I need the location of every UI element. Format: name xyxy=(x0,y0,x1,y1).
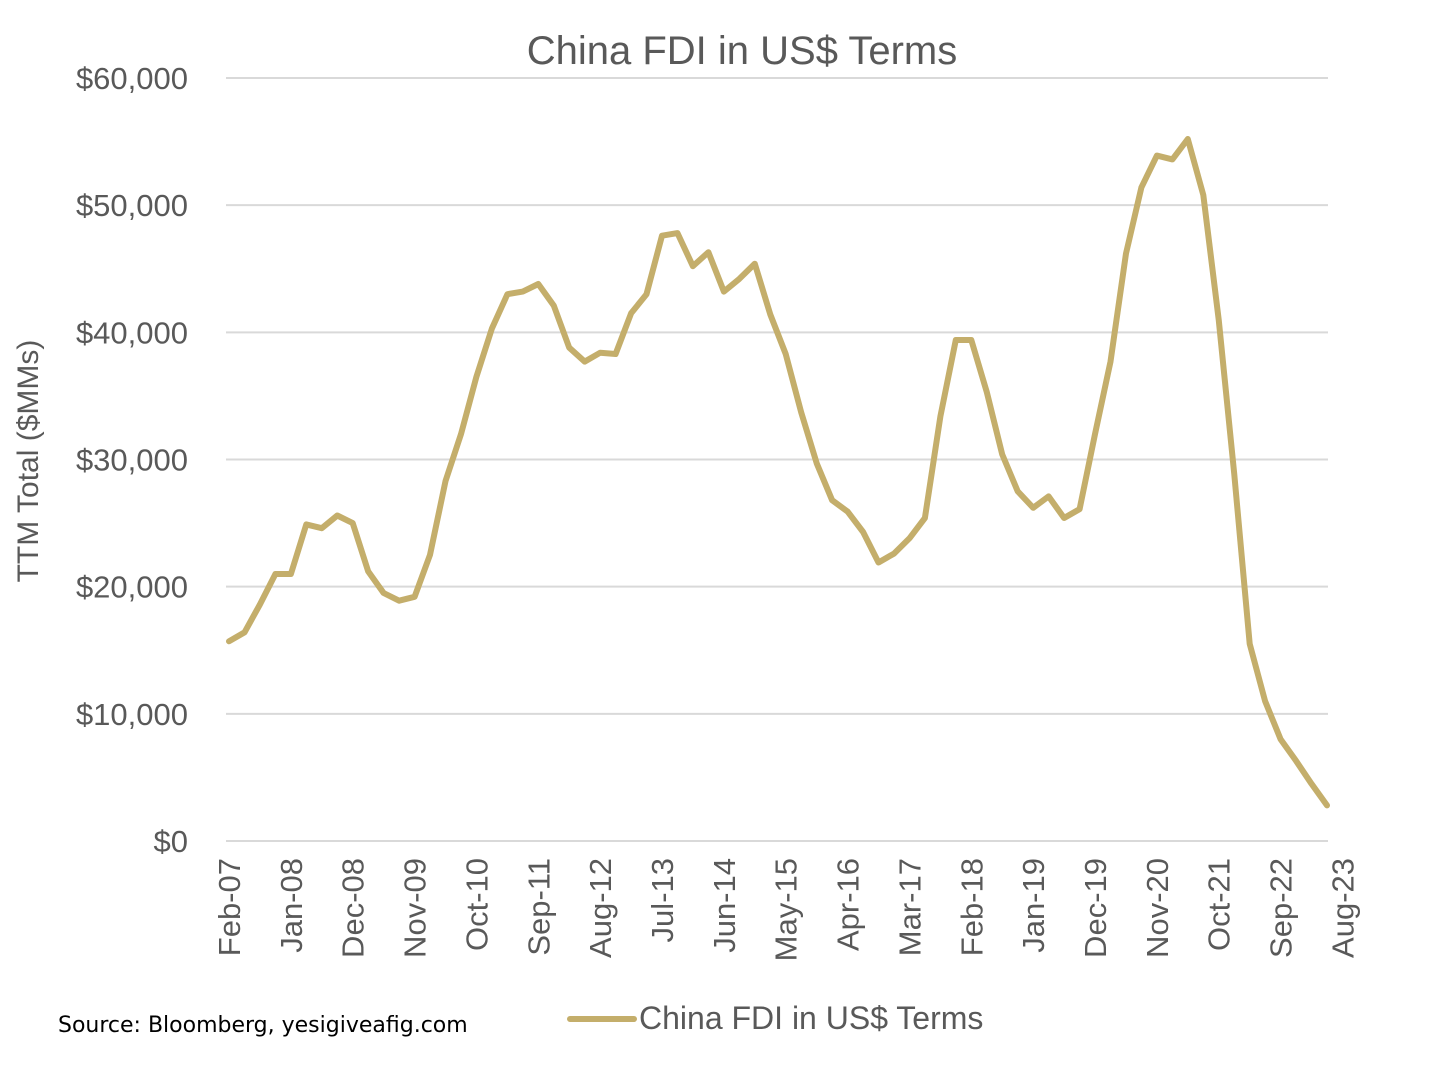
x-tick-label: May-15 xyxy=(769,858,804,961)
y-tick-label: $0 xyxy=(154,824,188,859)
y-axis-label: TTM Total ($MMs) xyxy=(12,340,45,583)
legend: China FDI in US$ Terms xyxy=(567,1000,983,1037)
x-tick-label: Jan-19 xyxy=(1016,858,1051,953)
x-tick-label: Dec-08 xyxy=(336,858,371,958)
y-tick-label: $10,000 xyxy=(76,697,188,732)
gridlines xyxy=(226,77,1328,842)
x-tick-label: Feb-07 xyxy=(212,858,247,956)
y-tick-label: $20,000 xyxy=(76,570,188,605)
x-tick-label: Apr-16 xyxy=(831,858,866,951)
x-tick-label: Aug-12 xyxy=(583,858,618,958)
x-tick-label: Nov-20 xyxy=(1140,858,1175,958)
legend-label: China FDI in US$ Terms xyxy=(639,1000,984,1036)
y-tick-label: $30,000 xyxy=(76,443,188,478)
x-tick-label: Jan-08 xyxy=(274,858,309,953)
x-tick-label: Oct-10 xyxy=(459,858,494,951)
x-tick-label: Oct-21 xyxy=(1202,858,1237,951)
x-tick-label: Dec-19 xyxy=(1078,858,1113,958)
y-tick-label: $40,000 xyxy=(76,315,188,350)
source-note: Source: Bloomberg, yesigiveafig.com xyxy=(58,1013,468,1038)
y-tick-label: $50,000 xyxy=(76,188,188,223)
x-tick-label: Feb-18 xyxy=(954,858,989,956)
x-axis-ticks: Feb-07 Jan-08 Dec-08 Nov-09 Oct-10 Sep-11 Aug-… xyxy=(212,858,1360,961)
y-tick-label: $60,000 xyxy=(76,61,188,96)
x-tick-label: Jul-13 xyxy=(645,858,680,942)
chart-title: China FDI in US$ Terms xyxy=(527,29,958,73)
x-tick-label: Jun-14 xyxy=(707,858,742,953)
x-tick-label: Sep-22 xyxy=(1264,858,1299,958)
x-tick-label: Aug-23 xyxy=(1325,858,1360,958)
x-tick-label: Sep-11 xyxy=(521,858,556,956)
legend-swatch xyxy=(567,1015,637,1022)
x-tick-label: Nov-09 xyxy=(398,858,433,958)
x-tick-label: Mar-17 xyxy=(892,858,927,956)
series-group xyxy=(226,136,1330,809)
y-axis-ticks: $0 $10,000 $20,000 $30,000 $40,000 $50,000 $60… xyxy=(76,61,188,859)
series-line xyxy=(226,136,1330,809)
